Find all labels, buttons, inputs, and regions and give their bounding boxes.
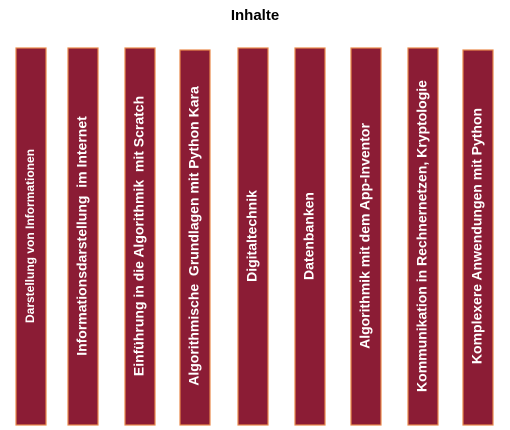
column-label: Informationsdarstellung im Internet (74, 116, 90, 356)
column-box (350, 47, 382, 426)
column-label: Digitaltechnik (244, 190, 260, 282)
column-box (294, 47, 326, 426)
column-label: Einführung in die Algorithmik mit Scratc… (131, 96, 147, 376)
column-label: Darstellung von Informationen (23, 149, 37, 323)
title: Inhalte (231, 7, 279, 24)
column-box (124, 47, 156, 426)
column-box (179, 49, 211, 426)
column-box (67, 47, 99, 426)
column-box (237, 47, 269, 426)
column-label: Algorithmische Grundlagen mit Python Kar… (186, 86, 202, 386)
column-box (407, 47, 439, 426)
column-label: Datenbanken (301, 192, 317, 280)
column-box (462, 49, 494, 426)
column-box (15, 47, 47, 426)
column-label: Algorithmik mit dem App-Inventor (357, 123, 373, 349)
column-label: Kommunikation in Rechnernetzen, Kryptolo… (414, 80, 430, 392)
column-label: Komplexere Anwendungen mit Python (469, 108, 485, 364)
